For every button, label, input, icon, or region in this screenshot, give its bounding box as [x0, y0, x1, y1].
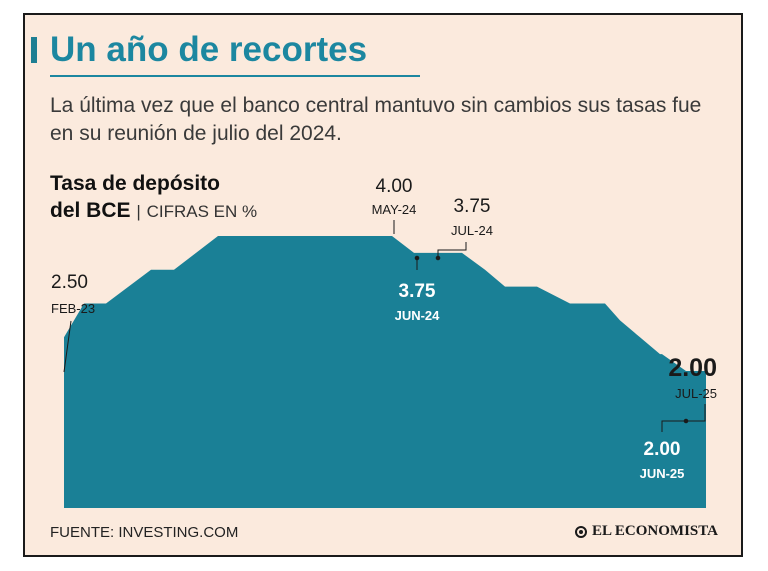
- leader-jul24: [437, 242, 467, 258]
- value-label-may24: 4.00: [376, 176, 413, 197]
- value-label-jun24: 3.75: [399, 281, 436, 302]
- chart-title-unit: CIFRAS EN %: [146, 202, 258, 221]
- chart-title-line1: Tasa de depósito: [50, 172, 220, 195]
- leader-feb23: [63, 320, 72, 373]
- rate-area: [64, 236, 706, 508]
- leader-jul25: [686, 404, 706, 422]
- leader-dot-jun24: [414, 255, 420, 261]
- page-subtitle: La última vez que el banco central mantu…: [50, 94, 702, 145]
- value-label-jul24: 3.75: [454, 196, 491, 217]
- chart-title: Tasa de depósito del BCE | CIFRAS EN %: [50, 170, 257, 225]
- brand-name: EL ECONOMISTA: [592, 523, 718, 539]
- page-title: Un año de recortes: [50, 30, 368, 69]
- date-label-jun25: JUN-25: [640, 466, 685, 481]
- brand-logo: EL ECONOMISTA: [575, 523, 718, 540]
- leader-dot-jul25: [683, 418, 689, 424]
- chart-title-line2: del BCE: [50, 199, 131, 222]
- date-label-feb23: FEB-23: [51, 301, 95, 316]
- title-underline: [50, 75, 420, 77]
- el-economista-logo-icon: [575, 525, 587, 538]
- leader-dot-jul24: [435, 255, 441, 261]
- date-label-jul25: JUL-25: [675, 386, 717, 401]
- source-note: FUENTE: INVESTING.COM: [50, 524, 239, 541]
- date-label-may24: MAY-24: [372, 202, 417, 217]
- title-accent-bar: [31, 37, 37, 63]
- value-label-feb23: 2.50: [51, 272, 88, 293]
- annotation-leaders: [63, 220, 706, 432]
- chart-title-separator: |: [136, 202, 141, 221]
- value-label-jun25: 2.00: [644, 439, 681, 460]
- leader-jun25: [661, 420, 686, 432]
- value-label-jul25: 2.00: [668, 354, 717, 382]
- date-label-jul24: JUL-24: [451, 223, 493, 238]
- date-label-jun24: JUN-24: [395, 308, 441, 323]
